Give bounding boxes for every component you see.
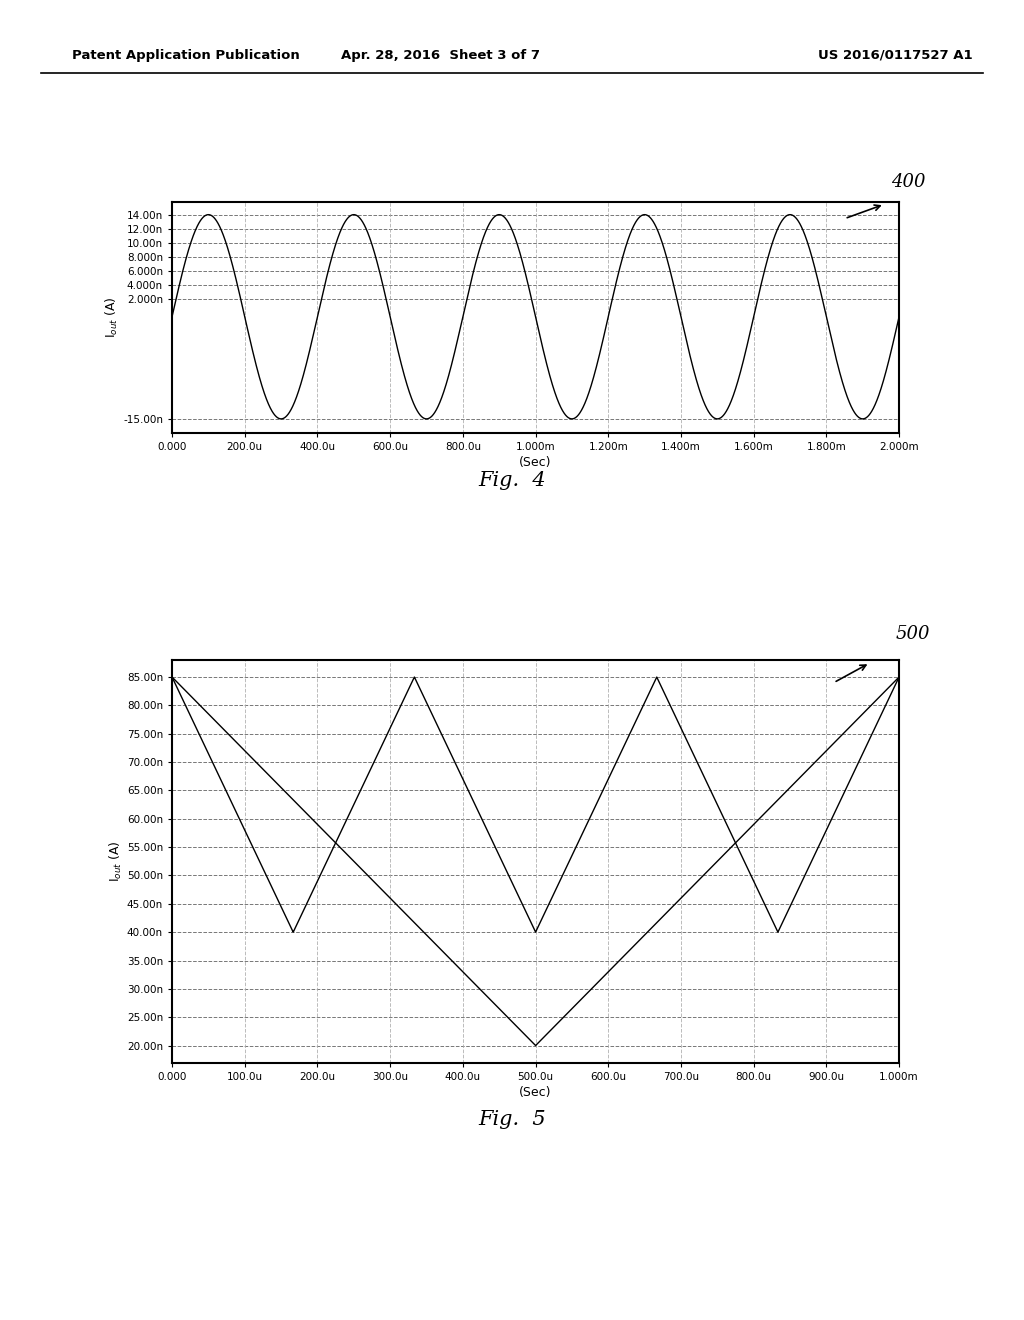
Text: Patent Application Publication: Patent Application Publication	[72, 49, 299, 62]
Y-axis label: I$_{out}$ (A): I$_{out}$ (A)	[108, 841, 124, 882]
X-axis label: (Sec): (Sec)	[519, 457, 552, 469]
Text: Fig.  4: Fig. 4	[478, 471, 546, 490]
Text: 400: 400	[891, 173, 926, 191]
Text: Fig.  5: Fig. 5	[478, 1110, 546, 1129]
Text: US 2016/0117527 A1: US 2016/0117527 A1	[818, 49, 973, 62]
X-axis label: (Sec): (Sec)	[519, 1086, 552, 1098]
Text: Apr. 28, 2016  Sheet 3 of 7: Apr. 28, 2016 Sheet 3 of 7	[341, 49, 540, 62]
Text: 500: 500	[896, 624, 931, 643]
Y-axis label: I$_{out}$ (A): I$_{out}$ (A)	[104, 297, 120, 338]
